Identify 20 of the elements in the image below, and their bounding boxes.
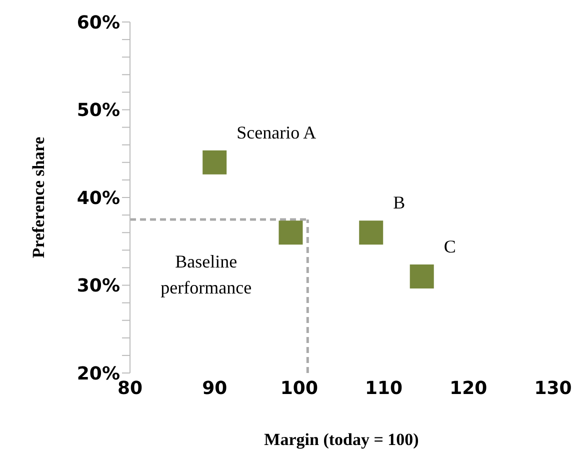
x-tick-label: 90 (202, 378, 228, 399)
x-tick-label: 120 (450, 378, 488, 399)
y-tick-label: 40% (76, 188, 120, 209)
y-tick-label: 20% (76, 363, 120, 384)
x-tick-label: 130 (534, 378, 572, 399)
y-tick-label: 30% (76, 276, 120, 297)
point (359, 220, 384, 245)
y-axis-title: Preference share (29, 136, 48, 258)
annotation: Scenario A (236, 122, 316, 142)
x-axis-title: Margin (today = 100) (264, 430, 419, 449)
point (202, 150, 227, 174)
point (410, 264, 434, 288)
x-tick-label: 100 (280, 378, 318, 399)
y-tick-label: 60% (76, 12, 120, 34)
x-tick-label: 110 (365, 378, 403, 399)
annotation: C (444, 236, 456, 256)
annotation: Baseline performance (160, 252, 252, 298)
point (278, 220, 303, 245)
y-tick-label: 50% (76, 100, 120, 122)
annotation: B (393, 192, 406, 213)
